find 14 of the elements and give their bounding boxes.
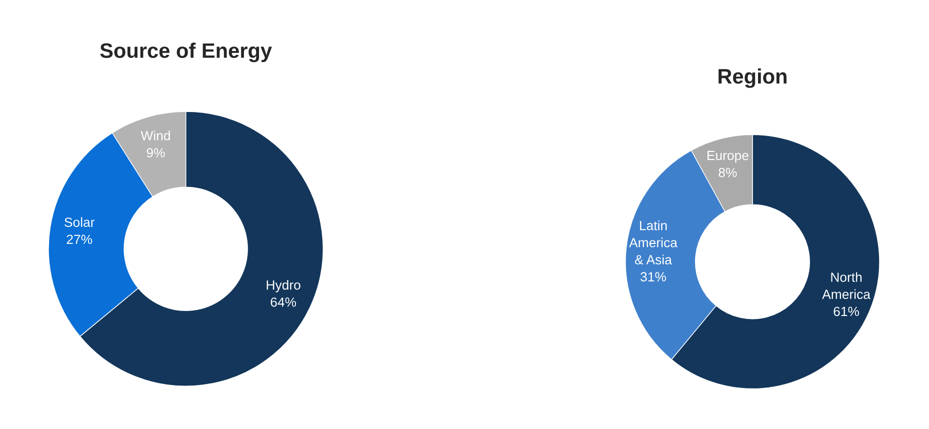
data-label: 31%	[640, 272, 666, 282]
slice-label: Wind	[140, 130, 170, 140]
slice-label: North America	[822, 272, 870, 299]
data-label: 64%	[270, 297, 296, 307]
chart-title: Region	[718, 68, 786, 88]
slice-label: Solar	[64, 217, 95, 227]
data-label: 61%	[834, 306, 860, 316]
data-label: 8%	[718, 168, 737, 178]
slice-label: Europe	[708, 150, 748, 163]
chart-title: Source of Energy	[100, 42, 272, 62]
slice-label: Latin America & Asia	[629, 220, 678, 264]
slice-label: Hydro	[266, 280, 300, 292]
data-label: 27%	[66, 234, 92, 244]
data-label: 9%	[146, 148, 165, 158]
